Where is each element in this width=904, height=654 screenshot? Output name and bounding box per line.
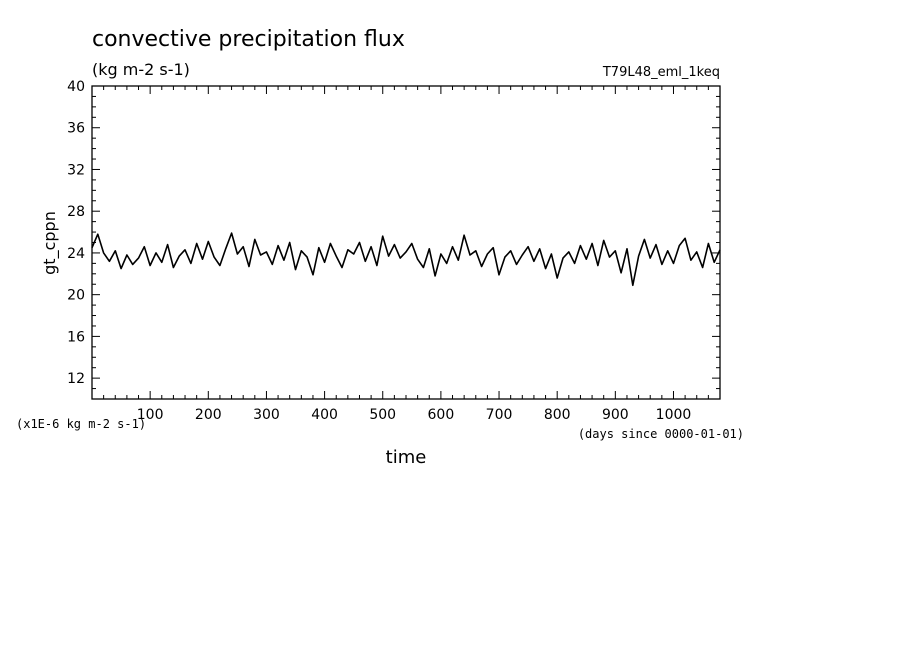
x-tick-label: 1000 xyxy=(656,407,692,423)
x-tick-label: 100 xyxy=(137,407,164,423)
y-scale-note: (x1E-6 kg m-2 s-1) xyxy=(16,417,146,431)
plot-frame xyxy=(91,85,721,400)
x-tick-label: 900 xyxy=(602,407,629,423)
x-tick-label: 800 xyxy=(544,407,571,423)
x-tick-label: 400 xyxy=(311,407,338,423)
x-tick-label: 300 xyxy=(253,407,280,423)
x-tick-label: 600 xyxy=(428,407,455,423)
y-tick-label: 32 xyxy=(67,162,85,178)
y-tick-label: 36 xyxy=(67,121,85,137)
y-tick-label: 24 xyxy=(67,246,85,262)
x-axis-label: time xyxy=(386,447,427,468)
axis-ticks xyxy=(91,85,721,400)
series-line xyxy=(91,232,721,287)
x-tick-label: 500 xyxy=(369,407,396,423)
x-units-note: (days since 0000-01-01) xyxy=(578,427,744,441)
x-tick-labels: 100 200 300 400 500 600 700 800 900 1000 xyxy=(137,407,692,423)
y-tick-labels: 12 16 20 24 28 32 36 40 xyxy=(67,79,85,387)
y-axis-label: gt_cppn xyxy=(40,211,60,275)
y-tick-label: 40 xyxy=(67,79,85,95)
run-label: T79L48_eml_1keq xyxy=(602,65,720,80)
x-tick-label: 200 xyxy=(195,407,222,423)
y-tick-label: 20 xyxy=(67,288,85,304)
x-tick-label: 700 xyxy=(486,407,513,423)
chart-subtitle: (kg m-2 s-1) xyxy=(92,60,190,79)
y-tick-label: 28 xyxy=(67,204,85,220)
y-tick-label: 12 xyxy=(67,371,85,387)
y-tick-label: 16 xyxy=(67,329,85,345)
chart-title: convective precipitation flux xyxy=(92,27,405,52)
